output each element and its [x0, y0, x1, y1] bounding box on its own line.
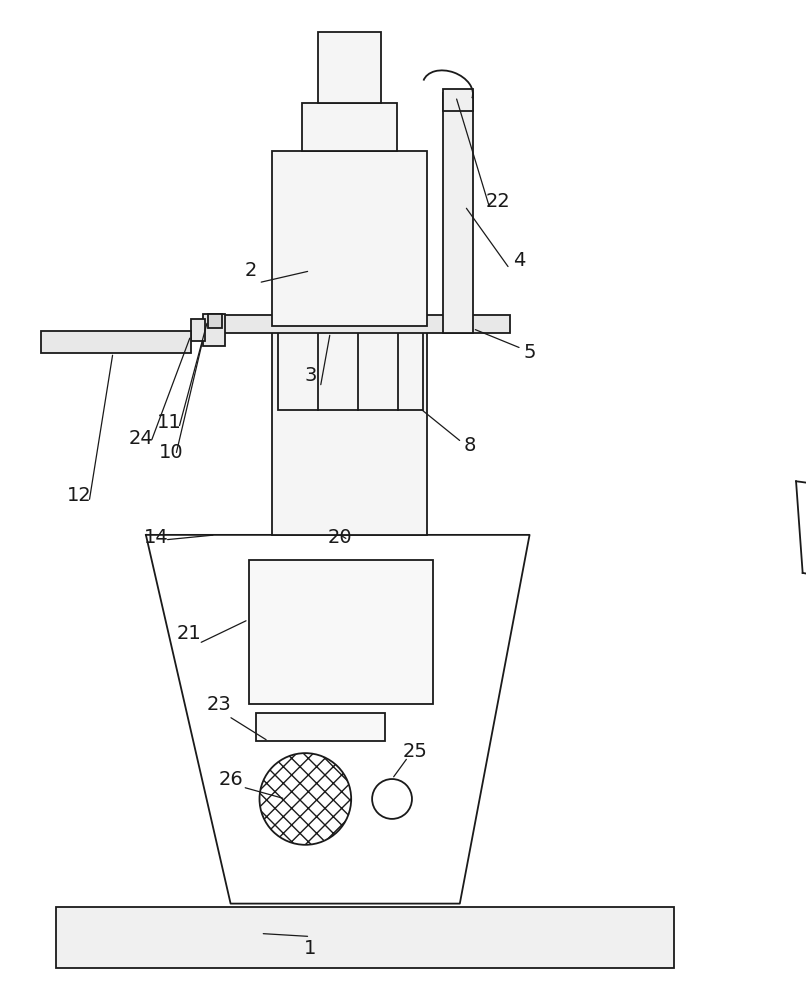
Text: 21: 21 [177, 624, 201, 643]
Bar [318, 32, 381, 103]
Circle shape [260, 753, 351, 845]
Text: 4: 4 [513, 251, 526, 270]
Bar [207, 314, 222, 328]
Bar [41, 331, 190, 353]
Bar [249, 560, 433, 704]
Text: 3: 3 [304, 366, 316, 385]
Bar [215, 315, 510, 333]
Text: 1: 1 [304, 939, 316, 958]
Text: 25: 25 [403, 742, 428, 761]
Bar [273, 151, 427, 326]
Text: 12: 12 [67, 486, 91, 505]
Text: 23: 23 [207, 695, 231, 714]
Bar [273, 326, 427, 535]
Text: 10: 10 [158, 443, 183, 462]
Bar [190, 319, 205, 341]
Bar [303, 103, 397, 151]
Bar [256, 713, 385, 741]
Text: 26: 26 [218, 770, 243, 789]
Text: 2: 2 [245, 261, 257, 280]
Text: 20: 20 [328, 528, 353, 547]
Text: 11: 11 [157, 413, 182, 432]
Text: 8: 8 [463, 436, 476, 455]
Bar [56, 907, 674, 968]
Text: 24: 24 [128, 429, 153, 448]
Bar [278, 326, 423, 410]
Text: 14: 14 [144, 528, 168, 547]
Bar [203, 314, 224, 346]
Circle shape [372, 779, 412, 819]
Bar [443, 93, 473, 333]
Text: 5: 5 [523, 343, 536, 362]
Bar [443, 89, 473, 111]
Text: 22: 22 [485, 192, 510, 211]
